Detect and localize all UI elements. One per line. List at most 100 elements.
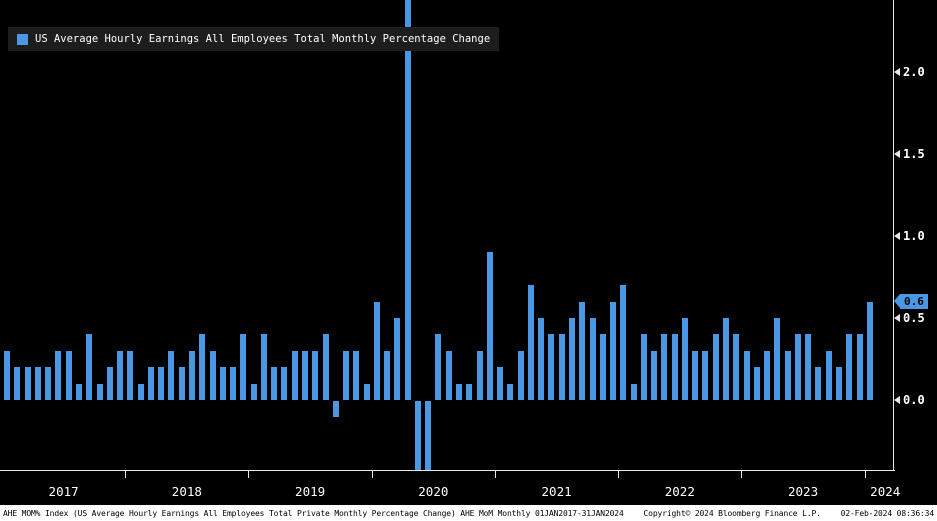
bar xyxy=(384,350,391,400)
bar xyxy=(733,334,740,400)
bar xyxy=(188,350,195,400)
bar xyxy=(743,350,750,400)
bar xyxy=(158,367,165,400)
y-axis-tick: 1.5 xyxy=(894,147,925,161)
bar xyxy=(250,383,257,400)
bar xyxy=(219,367,226,400)
bar xyxy=(753,367,760,400)
bar xyxy=(784,350,791,400)
y-axis-tick-arrow-icon xyxy=(894,396,900,404)
y-axis-tick: 1.0 xyxy=(894,229,925,243)
bar xyxy=(312,350,319,400)
y-axis-tick-label: 0.0 xyxy=(903,393,925,407)
plot-area[interactable] xyxy=(0,0,894,470)
bar xyxy=(589,318,596,400)
bar xyxy=(76,383,83,400)
bar xyxy=(4,350,11,400)
bar xyxy=(538,318,545,400)
bar xyxy=(651,350,658,400)
x-axis-tick xyxy=(618,471,620,478)
bar xyxy=(486,252,493,400)
bar xyxy=(497,367,504,400)
bar xyxy=(599,334,606,400)
bar xyxy=(260,334,267,400)
x-axis-year-label: 2020 xyxy=(418,484,449,499)
bar xyxy=(414,401,421,470)
y-axis-tick-label: 1.0 xyxy=(903,229,925,243)
bar xyxy=(127,350,134,400)
bar xyxy=(671,334,678,400)
bar xyxy=(322,334,329,400)
bar xyxy=(96,383,103,400)
x-axis-year-label: 2024 xyxy=(870,484,901,499)
x-axis-tick xyxy=(371,471,373,478)
status-bar: AHE MOM% Index (US Average Hourly Earnin… xyxy=(0,505,937,521)
y-axis-tick-label: 1.5 xyxy=(903,147,925,161)
current-value-label: 0.6 xyxy=(904,294,924,308)
bar xyxy=(568,318,575,400)
bar xyxy=(209,350,216,400)
y-axis-tick-label: 2.0 xyxy=(903,65,925,79)
bar xyxy=(240,334,247,400)
bar xyxy=(661,334,668,400)
bar xyxy=(24,367,31,400)
bar xyxy=(65,350,72,400)
bar xyxy=(630,383,637,400)
x-axis-line xyxy=(0,470,895,471)
x-axis-year-label: 2022 xyxy=(664,484,695,499)
bar xyxy=(435,334,442,400)
bar xyxy=(281,367,288,400)
bar xyxy=(466,383,473,400)
bar xyxy=(404,0,411,400)
bar xyxy=(332,401,339,418)
bar xyxy=(558,334,565,400)
bar xyxy=(610,301,617,400)
y-axis-tick-arrow-icon xyxy=(894,150,900,158)
x-axis-year-label: 2018 xyxy=(171,484,202,499)
x-axis-year-label: 2017 xyxy=(48,484,79,499)
bar xyxy=(147,367,154,400)
bar xyxy=(14,367,21,400)
x-axis-tick xyxy=(248,471,250,478)
bar xyxy=(774,318,781,400)
bar xyxy=(692,350,699,400)
bar xyxy=(846,334,853,400)
bar xyxy=(702,350,709,400)
x-axis: 2017 2018 2019 2020 2021 2022 2023 2024 xyxy=(0,471,937,505)
bar xyxy=(712,334,719,400)
timestamp: 02-Feb-2024 08:36:34 xyxy=(840,508,934,518)
bar xyxy=(363,383,370,400)
y-axis-tick: 2.0 xyxy=(894,65,925,79)
bar xyxy=(836,367,842,400)
copyright-text: Copyright© 2024 Bloomberg Finance L.P. xyxy=(643,508,821,518)
x-axis-year-label: 2023 xyxy=(787,484,819,499)
bar xyxy=(178,367,185,400)
x-axis-year-label: 2021 xyxy=(541,484,572,499)
bar xyxy=(301,350,308,400)
bar xyxy=(640,334,647,400)
bar xyxy=(291,350,298,400)
bar xyxy=(517,350,524,400)
bar xyxy=(373,301,380,400)
y-axis: 2.0 1.5 1.0 0.5 0.0 xyxy=(894,0,937,470)
x-axis-tick xyxy=(125,471,127,478)
x-axis-tick xyxy=(494,471,496,478)
y-axis-tick-label: 0.5 xyxy=(903,311,925,325)
bar xyxy=(425,401,432,470)
bar xyxy=(507,383,514,400)
legend-color-swatch xyxy=(17,33,28,45)
bar xyxy=(815,367,822,400)
legend: US Average Hourly Earnings All Employees… xyxy=(8,27,500,51)
bar xyxy=(794,334,801,400)
bar xyxy=(168,350,175,400)
y-axis-tick: 0.0 xyxy=(894,393,925,407)
bar xyxy=(856,334,863,400)
bar xyxy=(764,350,771,400)
bar xyxy=(271,367,278,400)
current-value-badge: 0.6 xyxy=(900,293,928,309)
bar xyxy=(137,383,144,400)
bar xyxy=(805,334,812,400)
y-axis-tick-arrow-icon xyxy=(894,232,900,240)
bar xyxy=(527,285,534,400)
